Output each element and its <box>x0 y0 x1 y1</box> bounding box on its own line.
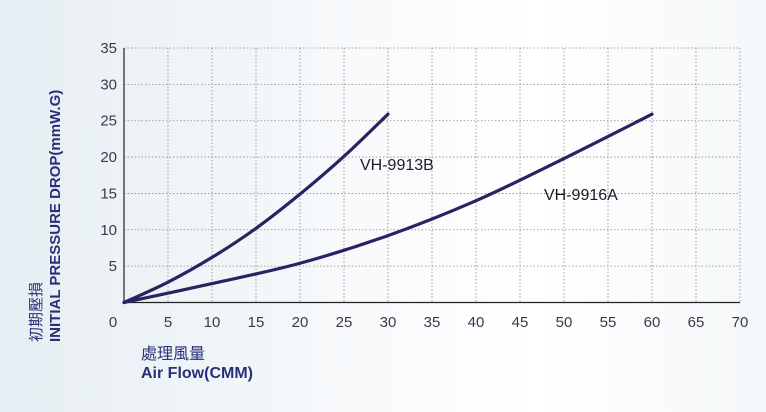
y-tick-label: 10 <box>100 222 117 239</box>
series-line-vh-9913b <box>122 112 390 305</box>
y-tick-label: 25 <box>100 113 117 130</box>
y-tick-label: 20 <box>100 149 117 166</box>
x-tick-label: 0 <box>109 314 117 331</box>
x-tick-label: 20 <box>292 314 309 331</box>
x-tick-label: 50 <box>556 314 573 331</box>
x-tick-label: 35 <box>424 314 441 331</box>
x-tick-label: 10 <box>204 314 221 331</box>
x-tick-label: 40 <box>468 314 485 331</box>
x-tick-label: 55 <box>600 314 617 331</box>
x-tick-label: 25 <box>336 314 353 331</box>
series-lines <box>122 112 654 305</box>
x-tick-label: 5 <box>164 314 172 331</box>
grid-lines <box>124 47 741 303</box>
y-axis-label-zh: 初期壓損 <box>27 282 45 342</box>
x-tick-label: 45 <box>512 314 529 331</box>
x-tick-label: 70 <box>732 314 749 331</box>
axes <box>123 48 740 304</box>
y-axis-label: INITIAL PRESSURE DROP(mmW.G) <box>47 90 64 342</box>
y-tick-label: 30 <box>100 76 117 93</box>
x-axis-label-zh: 處理風量 <box>141 344 205 363</box>
series-label-vh-9916a: VH-9916A <box>544 187 618 204</box>
x-tick-label: 30 <box>380 314 397 331</box>
y-tick-label: 35 <box>100 40 117 57</box>
series-line-vh-9916a <box>122 112 654 305</box>
x-tick-labels: 0 5 10 15 20 25 30 35 40 45 50 55 60 65 70 <box>109 314 749 331</box>
y-tick-labels: 5 10 15 20 25 30 35 <box>100 40 117 275</box>
series-label-vh-9913b: VH-9913B <box>360 157 434 174</box>
x-axis-label: Air Flow(CMM) <box>141 365 253 382</box>
y-tick-label: 15 <box>100 185 117 202</box>
y-tick-label: 5 <box>109 258 117 275</box>
x-tick-label: 65 <box>688 314 705 331</box>
x-tick-label: 15 <box>248 314 265 331</box>
x-tick-label: 60 <box>644 314 661 331</box>
